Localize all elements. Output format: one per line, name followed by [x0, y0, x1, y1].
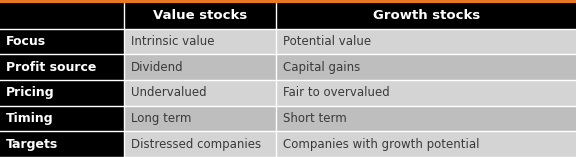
Bar [124, 80, 276, 106]
Text: Short term: Short term [283, 112, 347, 125]
Bar [124, 54, 276, 80]
Bar [0, 131, 124, 157]
Text: Focus: Focus [6, 35, 46, 48]
Bar [0, 29, 124, 54]
Bar [0, 80, 124, 106]
Bar [276, 54, 576, 80]
Bar [276, 131, 576, 157]
Text: Profit source: Profit source [6, 61, 96, 74]
Text: Companies with growth potential: Companies with growth potential [283, 138, 480, 151]
Text: Undervalued: Undervalued [131, 86, 206, 99]
Text: Growth stocks: Growth stocks [373, 9, 480, 22]
Bar [0, 3, 124, 29]
Text: Targets: Targets [6, 138, 58, 151]
Bar [124, 29, 276, 54]
Text: Dividend: Dividend [131, 61, 183, 74]
Bar [124, 106, 276, 131]
Text: Timing: Timing [6, 112, 54, 125]
Bar [276, 29, 576, 54]
Text: Long term: Long term [131, 112, 191, 125]
Bar [124, 3, 276, 29]
Bar [276, 3, 576, 29]
Bar [0, 54, 124, 80]
Text: Value stocks: Value stocks [153, 9, 247, 22]
Text: Fair to overvalued: Fair to overvalued [283, 86, 390, 99]
Text: Potential value: Potential value [283, 35, 372, 48]
Text: Intrinsic value: Intrinsic value [131, 35, 214, 48]
Bar [276, 80, 576, 106]
Bar [0, 106, 124, 131]
Text: Pricing: Pricing [6, 86, 54, 99]
Bar [276, 106, 576, 131]
Bar [124, 131, 276, 157]
Text: Capital gains: Capital gains [283, 61, 361, 74]
Bar [0, 0, 576, 3]
Text: Distressed companies: Distressed companies [131, 138, 261, 151]
